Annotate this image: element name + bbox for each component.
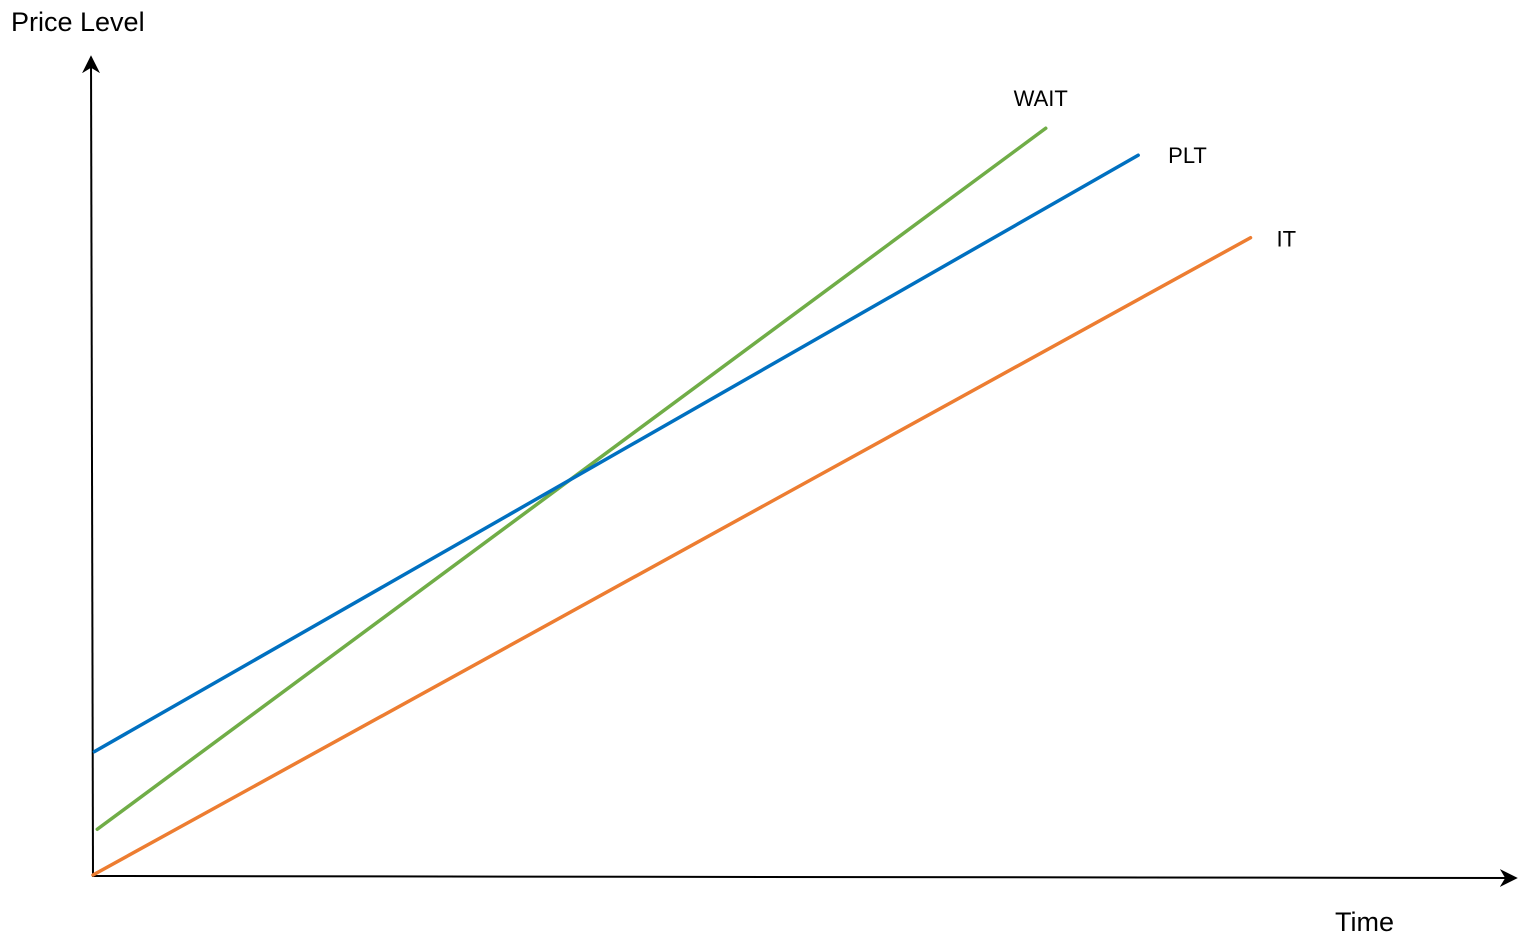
series-label: PLT bbox=[1168, 143, 1207, 168]
series-label: IT bbox=[1277, 227, 1297, 252]
y-axis bbox=[82, 55, 101, 877]
plot-area: WAIT PLT IT bbox=[91, 86, 1297, 877]
series-label: WAIT bbox=[1014, 86, 1068, 111]
series-line bbox=[92, 153, 1140, 754]
x-axis-title: Time bbox=[1335, 907, 1394, 937]
y-axis-title: Price Level bbox=[11, 7, 145, 37]
series-line bbox=[91, 235, 1253, 877]
x-axis bbox=[91, 868, 1518, 887]
